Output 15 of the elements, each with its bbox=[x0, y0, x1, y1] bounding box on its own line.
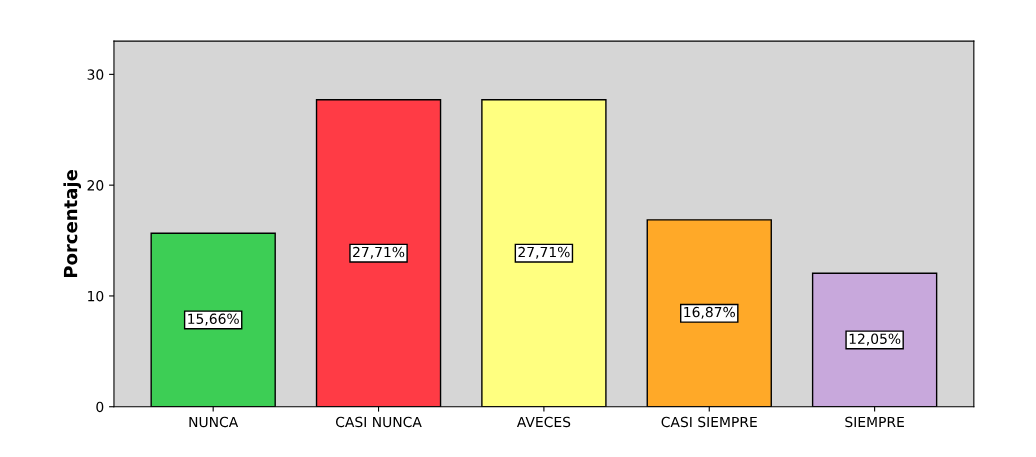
data-label: 12,05% bbox=[849, 333, 901, 346]
y-tick-label: 10 bbox=[88, 290, 104, 302]
data-label: 27,71% bbox=[353, 246, 405, 259]
x-tick-label: AVECES bbox=[516, 416, 571, 428]
x-tick-label: CASI SIEMPRE bbox=[661, 416, 757, 428]
y-tick-label: 0 bbox=[96, 401, 104, 413]
x-tick-label: CASI NUNCA bbox=[335, 416, 422, 428]
y-tick-label: 20 bbox=[87, 180, 104, 191]
data-label: 16,87% bbox=[684, 306, 735, 319]
data-label: 27,71% bbox=[518, 246, 570, 259]
x-tick-label: NUNCA bbox=[189, 416, 239, 428]
x-tick-label: SIEMPRE bbox=[845, 416, 904, 428]
y-tick-label: 30 bbox=[87, 69, 104, 80]
data-label: 15,66% bbox=[188, 313, 239, 326]
y-axis-title: Porcentaje bbox=[63, 170, 82, 278]
